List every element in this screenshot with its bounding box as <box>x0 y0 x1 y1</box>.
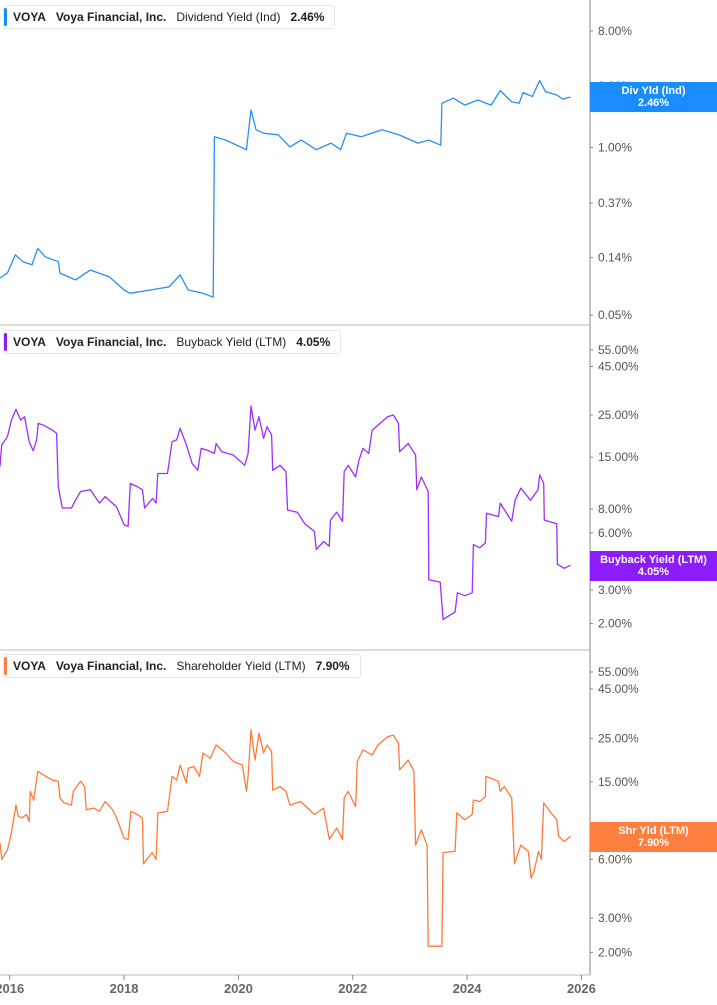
legend-company: Voya Financial, Inc. <box>55 335 167 349</box>
legend-metric: Dividend Yield (Ind) <box>176 10 281 24</box>
y-tick-label: 3.00% <box>598 911 632 925</box>
tag-value: 2.46% <box>637 97 670 109</box>
y-tick-label: 6.00% <box>598 526 632 540</box>
legend-dividend-yield: VOYA Voya Financial, Inc. Dividend Yield… <box>3 5 336 29</box>
x-tick-label: 2020 <box>224 981 253 996</box>
y-tick-label: 8.00% <box>598 24 632 38</box>
legend-value: 4.05% <box>296 335 331 349</box>
y-tick-label: 2.00% <box>598 945 632 959</box>
tag-buyback-yield: Buyback Yield (LTM) 4.05% <box>590 551 717 581</box>
x-tick-label: 2018 <box>110 981 139 996</box>
y-tick-label: 15.00% <box>598 450 639 464</box>
tag-label: Buyback Yield (LTM) <box>600 554 707 566</box>
tag-label: Div Yld (Ind) <box>621 85 686 97</box>
legend-metric: Shareholder Yield (LTM) <box>176 659 306 673</box>
y-tick-label: 55.00% <box>598 665 639 679</box>
legend-value: 7.90% <box>315 659 350 673</box>
legend-buyback-yield: VOYA Voya Financial, Inc. Buyback Yield … <box>3 330 342 354</box>
legend-value: 2.46% <box>290 10 325 24</box>
y-tick-label: 0.37% <box>598 196 632 210</box>
legend-ticker: VOYA <box>13 335 46 349</box>
legend-ticker: VOYA <box>13 659 46 673</box>
series-line <box>0 729 572 947</box>
tag-label: Shr Yld (LTM) <box>618 825 689 837</box>
y-tick-label: 3.00% <box>598 583 632 597</box>
x-tick-label: 2022 <box>338 981 367 996</box>
y-tick-label: 1.00% <box>598 140 632 154</box>
tag-dividend-yield: Div Yld (Ind) 2.46% <box>590 82 717 112</box>
legend-shareholder-yield: VOYA Voya Financial, Inc. Shareholder Yi… <box>3 654 361 678</box>
series-line <box>0 405 571 621</box>
series-line <box>0 79 571 298</box>
tag-value: 4.05% <box>637 566 670 578</box>
legend-color-bar <box>4 657 7 675</box>
y-tick-label: 8.00% <box>598 502 632 516</box>
y-tick-label: 2.00% <box>598 616 632 630</box>
legend-color-bar <box>4 8 7 26</box>
x-tick-label: 2026 <box>567 981 596 996</box>
y-tick-label: 25.00% <box>598 732 639 746</box>
tag-value: 7.90% <box>637 837 670 849</box>
y-tick-label: 45.00% <box>598 682 639 696</box>
y-tick-label: 6.00% <box>598 852 632 866</box>
tag-shareholder-yield: Shr Yld (LTM) 7.90% <box>590 822 717 852</box>
y-tick-label: 55.00% <box>598 343 639 357</box>
y-tick-label: 45.00% <box>598 359 639 373</box>
legend-ticker: VOYA <box>13 10 46 24</box>
y-tick-label: 0.05% <box>598 308 632 322</box>
legend-company: Voya Financial, Inc. <box>55 10 167 24</box>
legend-company: Voya Financial, Inc. <box>55 659 167 673</box>
y-tick-label: 15.00% <box>598 775 639 789</box>
legend-metric: Buyback Yield (LTM) <box>176 335 287 349</box>
x-tick-label: 2024 <box>453 981 483 996</box>
legend-color-bar <box>4 333 7 351</box>
y-tick-label: 25.00% <box>598 408 639 422</box>
x-tick-label: 2016 <box>0 981 24 996</box>
y-tick-label: 0.14% <box>598 251 632 265</box>
